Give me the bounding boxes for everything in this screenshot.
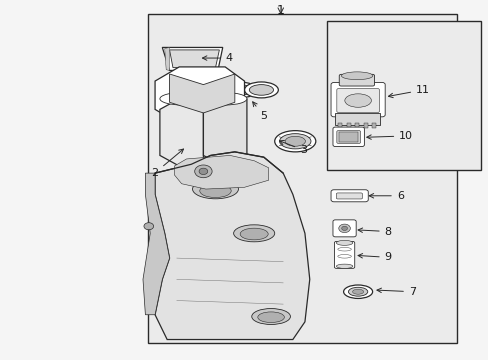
FancyBboxPatch shape bbox=[330, 82, 385, 117]
Ellipse shape bbox=[203, 93, 246, 105]
FancyBboxPatch shape bbox=[339, 132, 357, 141]
Ellipse shape bbox=[223, 82, 256, 98]
Bar bbox=[338, 123, 342, 128]
Ellipse shape bbox=[233, 225, 274, 242]
Bar bbox=[326, 21, 480, 170]
FancyBboxPatch shape bbox=[336, 193, 362, 199]
Bar bbox=[346, 123, 350, 128]
Ellipse shape bbox=[279, 134, 310, 149]
Ellipse shape bbox=[244, 82, 278, 98]
FancyBboxPatch shape bbox=[336, 89, 379, 113]
Circle shape bbox=[338, 224, 350, 233]
Ellipse shape bbox=[352, 289, 363, 294]
Polygon shape bbox=[164, 48, 169, 71]
Ellipse shape bbox=[227, 85, 251, 95]
Polygon shape bbox=[203, 99, 246, 166]
Ellipse shape bbox=[336, 240, 352, 246]
FancyBboxPatch shape bbox=[334, 242, 354, 268]
Circle shape bbox=[199, 168, 207, 175]
Bar bbox=[363, 123, 367, 128]
Polygon shape bbox=[174, 156, 268, 189]
Text: 4: 4 bbox=[202, 53, 232, 63]
Ellipse shape bbox=[274, 131, 315, 152]
FancyBboxPatch shape bbox=[332, 220, 355, 237]
Ellipse shape bbox=[285, 136, 305, 146]
Bar bbox=[371, 123, 375, 128]
Bar bbox=[354, 123, 358, 128]
Ellipse shape bbox=[336, 264, 352, 268]
Text: 7: 7 bbox=[376, 287, 415, 297]
Ellipse shape bbox=[240, 228, 267, 240]
Text: 5: 5 bbox=[252, 102, 267, 121]
Polygon shape bbox=[142, 173, 169, 315]
Text: 8: 8 bbox=[357, 226, 391, 237]
Polygon shape bbox=[160, 99, 203, 166]
FancyBboxPatch shape bbox=[336, 131, 360, 143]
Ellipse shape bbox=[192, 179, 238, 199]
Ellipse shape bbox=[257, 312, 284, 323]
Ellipse shape bbox=[341, 72, 372, 80]
Ellipse shape bbox=[160, 93, 203, 105]
Text: 1: 1 bbox=[276, 4, 284, 18]
Ellipse shape bbox=[249, 85, 273, 95]
Ellipse shape bbox=[344, 94, 371, 107]
Polygon shape bbox=[169, 50, 219, 68]
Ellipse shape bbox=[200, 184, 231, 198]
Text: 11: 11 bbox=[387, 85, 429, 98]
Ellipse shape bbox=[251, 309, 290, 324]
FancyBboxPatch shape bbox=[330, 190, 367, 202]
Polygon shape bbox=[155, 152, 309, 339]
Text: 10: 10 bbox=[366, 131, 412, 141]
Circle shape bbox=[143, 223, 153, 230]
Text: 2: 2 bbox=[151, 149, 183, 178]
Text: 9: 9 bbox=[357, 252, 391, 262]
Bar bbox=[147, 14, 456, 343]
Text: 6: 6 bbox=[368, 191, 403, 201]
Polygon shape bbox=[155, 67, 244, 123]
FancyBboxPatch shape bbox=[334, 113, 380, 125]
Polygon shape bbox=[169, 74, 234, 113]
FancyBboxPatch shape bbox=[339, 75, 374, 86]
Polygon shape bbox=[162, 48, 223, 71]
Circle shape bbox=[194, 165, 212, 178]
Text: 3: 3 bbox=[279, 140, 306, 155]
Ellipse shape bbox=[343, 285, 372, 298]
Circle shape bbox=[341, 226, 347, 230]
Ellipse shape bbox=[348, 287, 367, 296]
FancyBboxPatch shape bbox=[332, 127, 364, 147]
